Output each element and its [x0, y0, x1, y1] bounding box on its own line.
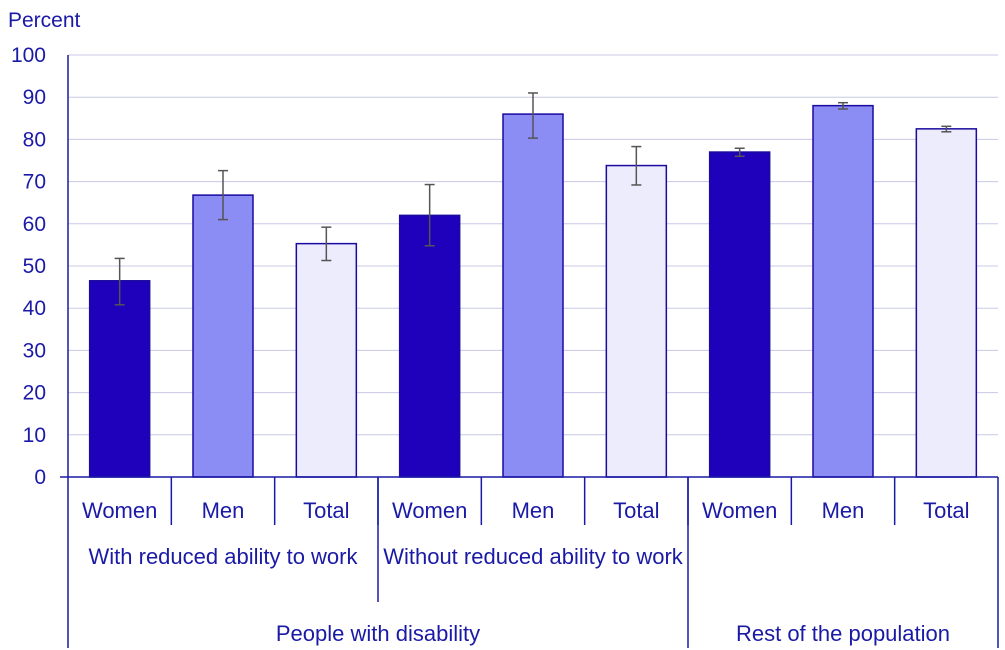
x-category-label: Men	[202, 498, 245, 523]
error-bars	[114, 92, 952, 306]
axis-labels: 0 10 20 30 40 50 60 70 80 90 100 Women Men Total Women…	[11, 44, 970, 646]
group-label: With reduced ability to work	[89, 544, 359, 569]
axes	[60, 55, 999, 648]
y-tick-label: 60	[23, 213, 46, 236]
y-tick-label: 100	[11, 44, 46, 67]
x-category-label: Total	[303, 498, 349, 523]
x-category-label: Men	[822, 498, 865, 523]
bar-women	[708, 151, 771, 478]
bar-men	[502, 113, 564, 478]
bar-total	[915, 128, 978, 478]
x-category-label: Men	[512, 498, 555, 523]
bar-total	[605, 164, 668, 478]
y-tick-label: 30	[23, 339, 46, 362]
x-category-label: Total	[923, 498, 969, 523]
x-category-label: Women	[392, 498, 467, 523]
y-tick-label: 50	[23, 255, 46, 278]
y-tick-label: 20	[23, 382, 46, 405]
y-tick-label: 70	[23, 171, 46, 194]
y-axis-title: Percent	[8, 9, 81, 32]
y-tick-label: 10	[23, 424, 46, 447]
bar-total	[295, 242, 358, 478]
y-tick-label: 0	[34, 466, 46, 489]
top-group-label: People with disability	[276, 621, 480, 646]
y-tick-label: 90	[23, 86, 46, 109]
x-category-label: Women	[702, 498, 777, 523]
x-category-label: Total	[613, 498, 659, 523]
top-group-label: Rest of the population	[736, 621, 950, 646]
y-tick-label: 40	[23, 297, 46, 320]
bar-women	[88, 280, 151, 478]
x-category-label: Women	[82, 498, 157, 523]
bars	[88, 104, 978, 478]
bar-men	[192, 194, 254, 478]
bar-men	[812, 104, 874, 478]
bar-women	[398, 214, 461, 478]
y-tick-label: 80	[23, 128, 46, 151]
group-label: Without reduced ability to work	[383, 544, 684, 569]
